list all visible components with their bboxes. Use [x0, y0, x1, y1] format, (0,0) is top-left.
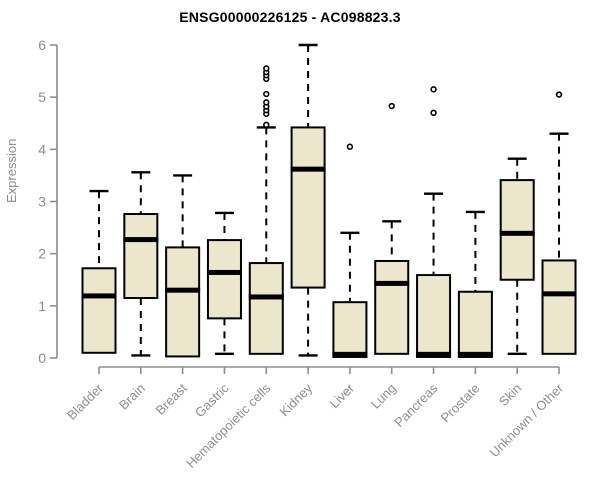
y-tick-label: 1: [38, 298, 46, 314]
median-line: [81, 293, 117, 299]
median-line: [123, 237, 159, 243]
box-pancreas: [416, 274, 452, 358]
box-liver: [332, 301, 368, 358]
y-tick-label: 0: [38, 350, 46, 366]
x-category-label: Unknown / Other: [487, 380, 567, 460]
x-category-label: Gastric: [192, 380, 232, 420]
y-tick-label: 5: [38, 89, 46, 105]
outlier-point: [263, 65, 270, 72]
x-category-label: Skin: [496, 381, 524, 409]
box-unknown-other: [541, 259, 577, 355]
outlier-point: [263, 121, 270, 129]
box-hematopoietic-cells: [248, 262, 284, 355]
outlier-point: [346, 143, 354, 150]
y-tick-label: 6: [38, 37, 46, 53]
median-line: [290, 166, 326, 172]
x-category-label: Breast: [153, 380, 190, 417]
median-line: [165, 287, 201, 293]
median-line: [416, 351, 452, 357]
x-category-label: Prostate: [438, 381, 483, 426]
median-line: [541, 291, 577, 297]
x-category-label: Brain: [116, 381, 148, 413]
box-breast: [165, 246, 201, 358]
box-bladder: [81, 267, 117, 354]
box-kidney: [290, 126, 326, 289]
y-tick-label: 3: [38, 194, 46, 210]
median-line: [374, 280, 410, 286]
outlier-point: [555, 91, 563, 98]
x-category-label: Bladder: [64, 380, 107, 423]
box-gastric: [206, 239, 242, 320]
y-tick-label: 4: [38, 141, 46, 157]
outlier-point: [430, 109, 437, 117]
outlier-point: [388, 102, 395, 110]
x-category-label: Lung: [368, 381, 399, 412]
box-brain: [123, 213, 159, 300]
y-tick-label: 2: [38, 246, 46, 262]
outlier-point: [263, 99, 270, 106]
chart-title: ENSG00000226125 - AC098823.3: [179, 9, 401, 25]
median-line: [332, 351, 368, 357]
box-skin: [499, 179, 535, 281]
median-line: [206, 269, 242, 275]
x-category-label: Pancreas: [391, 380, 441, 430]
median-line: [457, 351, 493, 357]
median-line: [499, 230, 535, 236]
box-lung: [374, 259, 410, 355]
box-prostate: [457, 290, 493, 358]
outlier-point: [430, 86, 437, 93]
x-category-label: Kidney: [277, 380, 316, 419]
x-category-label: Liver: [327, 380, 358, 411]
outlier-point: [263, 90, 270, 98]
median-line: [248, 294, 284, 300]
